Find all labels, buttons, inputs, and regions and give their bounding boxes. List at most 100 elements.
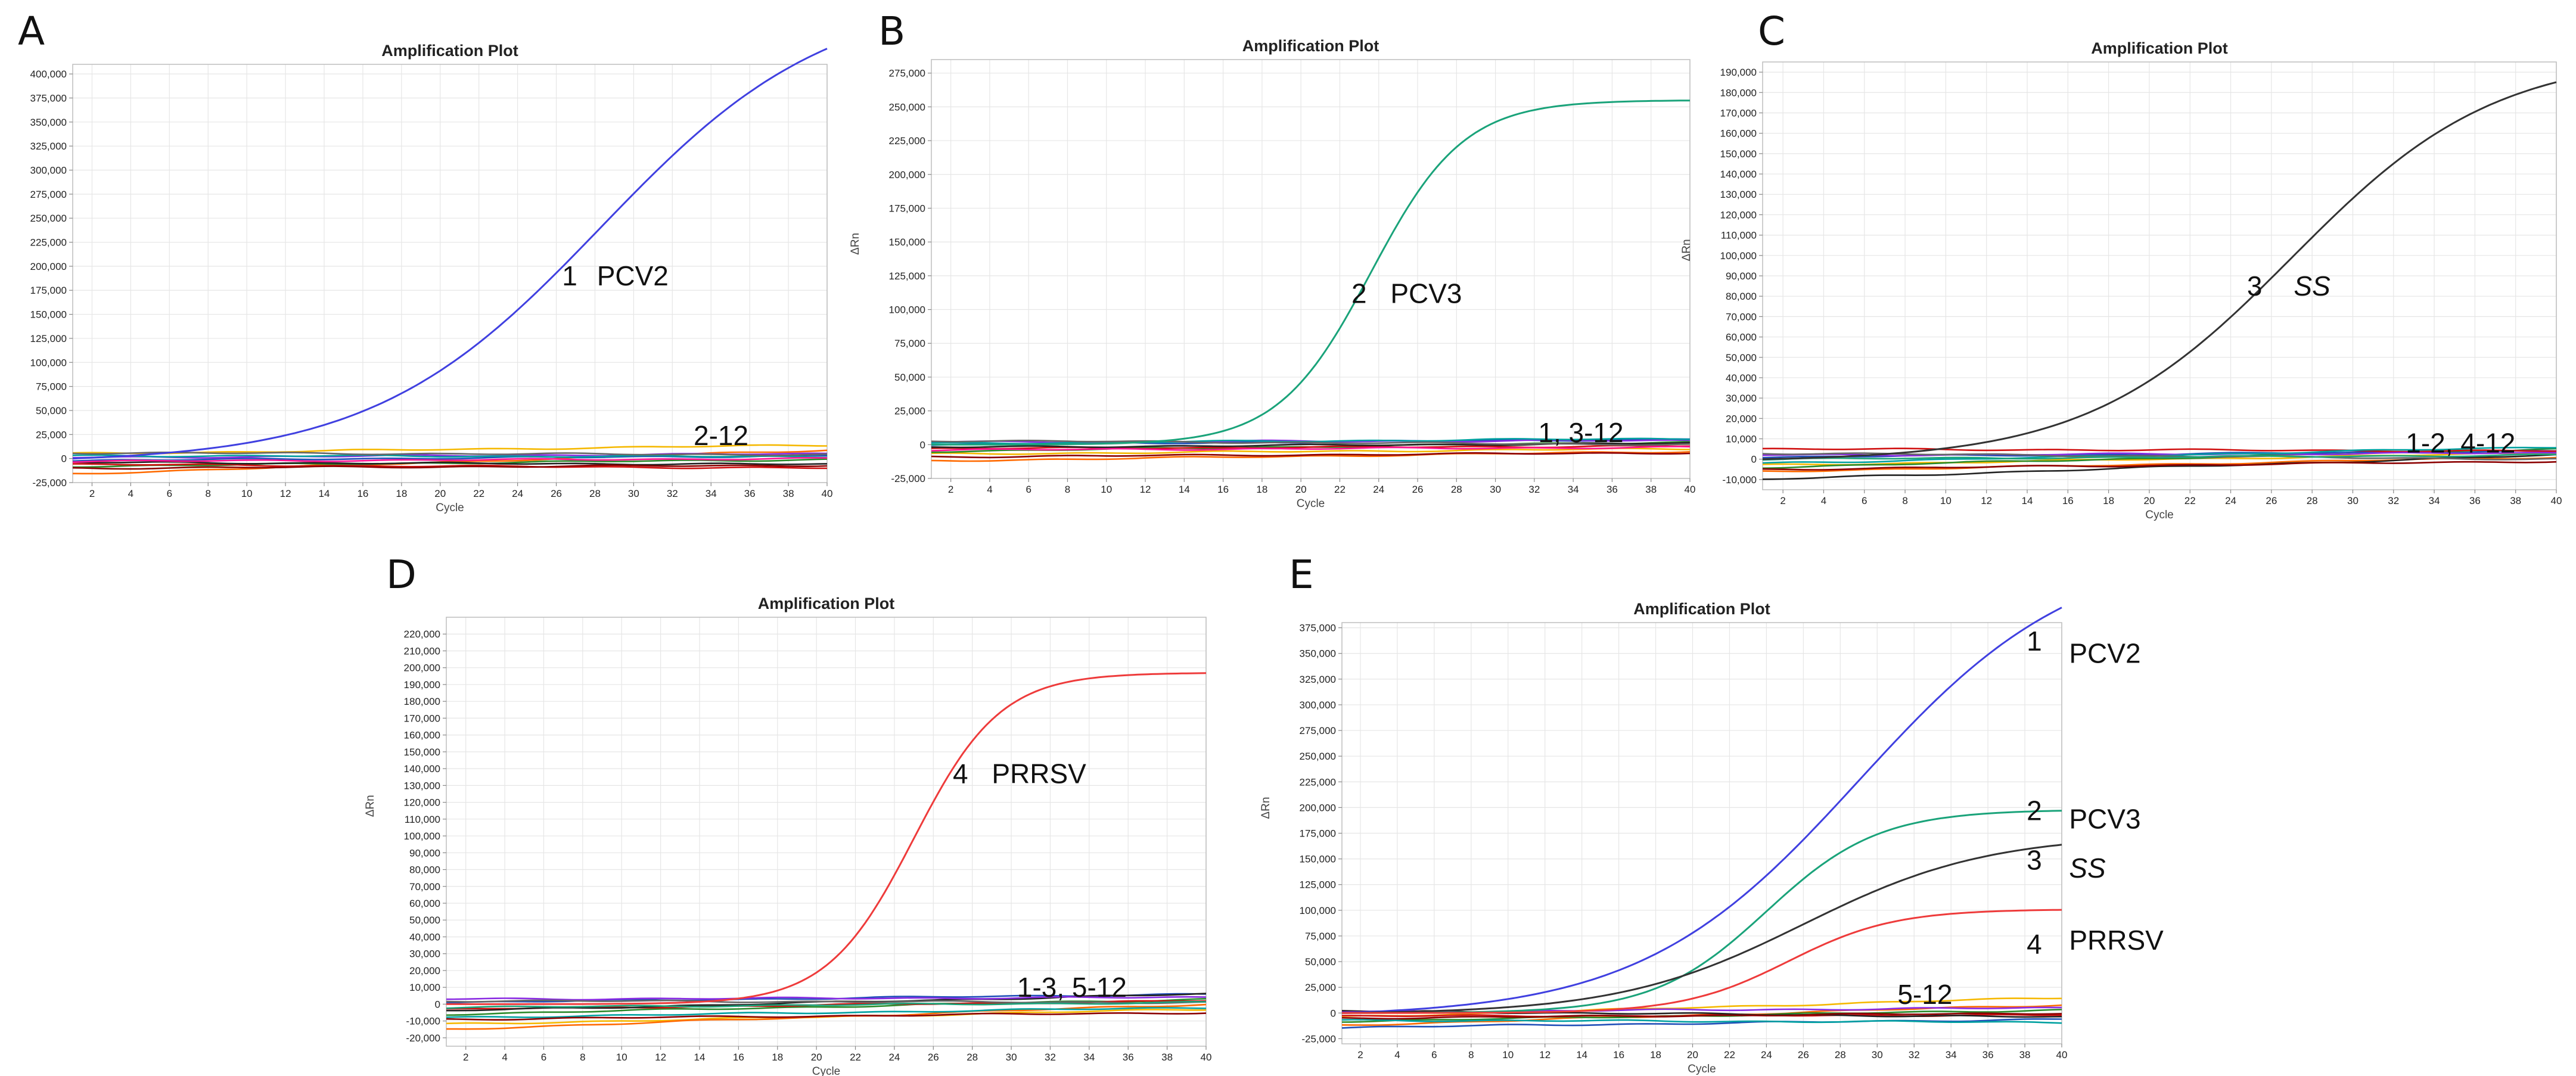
series-line-1-pcv2 bbox=[1341, 607, 2062, 1014]
annotation-label: 3 bbox=[2027, 844, 2042, 875]
y-tick-label: 10,000 bbox=[409, 982, 440, 993]
x-tick-label: 32 bbox=[2388, 495, 2399, 506]
x-tick-label: 12 bbox=[655, 1052, 666, 1063]
y-tick-label: 40,000 bbox=[409, 931, 440, 943]
y-tick-label: 300,000 bbox=[30, 165, 67, 176]
series-line-negative bbox=[72, 454, 828, 459]
x-tick-label: 36 bbox=[1983, 1049, 1994, 1061]
y-tick-label: 100,000 bbox=[1300, 905, 1336, 916]
x-tick-label: 6 bbox=[167, 488, 172, 499]
x-tick-label: 20 bbox=[1687, 1049, 1698, 1061]
x-tick-label: 40 bbox=[2056, 1049, 2068, 1061]
x-tick-label: 30 bbox=[1490, 484, 1501, 495]
y-tick-label: 90,000 bbox=[409, 847, 440, 859]
x-tick-label: 4 bbox=[1821, 495, 1826, 506]
x-axis-label: Cycle bbox=[1297, 497, 1325, 510]
y-tick-label: 375,000 bbox=[30, 92, 67, 104]
series-line-4-prrsv bbox=[1342, 909, 2062, 1014]
x-tick-label: 36 bbox=[744, 488, 756, 499]
y-tick-label: 70,000 bbox=[409, 881, 440, 892]
x-tick-label: 32 bbox=[1909, 1049, 1920, 1061]
annotation-label: PCV2 bbox=[597, 260, 669, 291]
x-tick-label: 14 bbox=[1576, 1049, 1587, 1061]
y-tick-label: 75,000 bbox=[36, 381, 67, 393]
x-tick-label: 38 bbox=[2510, 495, 2521, 506]
y-tick-label: -25,000 bbox=[891, 473, 925, 484]
x-tick-label: 2 bbox=[89, 488, 95, 499]
series-line-negative bbox=[446, 999, 1207, 1005]
annotation-label: 2 bbox=[2027, 795, 2042, 826]
y-tick-label: 75,000 bbox=[894, 338, 925, 349]
x-tick-label: 28 bbox=[2307, 495, 2318, 506]
x-tick-label: 8 bbox=[1468, 1049, 1474, 1061]
x-tick-label: 4 bbox=[502, 1052, 507, 1063]
y-tick-label: 100,000 bbox=[889, 304, 925, 316]
annotation-label: 1, 3-12 bbox=[1538, 417, 1623, 448]
y-tick-label: 110,000 bbox=[405, 814, 440, 825]
x-tick-label: 10 bbox=[1940, 495, 1952, 506]
y-tick-label: 150,000 bbox=[889, 237, 925, 248]
x-tick-label: 2 bbox=[1357, 1049, 1363, 1061]
x-tick-label: 30 bbox=[1006, 1052, 1017, 1063]
series-line-negative bbox=[1341, 1012, 2062, 1020]
series-line-negative bbox=[72, 461, 828, 466]
annotation-label: PCV3 bbox=[2069, 803, 2140, 834]
y-tick-label: 150,000 bbox=[1720, 148, 1757, 160]
x-tick-label: 12 bbox=[1539, 1049, 1550, 1061]
y-tick-label: 210,000 bbox=[404, 645, 440, 657]
y-tick-label: 190,000 bbox=[1720, 67, 1757, 78]
x-tick-label: 4 bbox=[987, 484, 992, 495]
y-tick-label: 220,000 bbox=[404, 629, 440, 640]
annotation-label: 5-12 bbox=[1897, 979, 1952, 1010]
series-line-4-prrsv bbox=[446, 672, 1207, 1005]
series-line-negative bbox=[446, 1001, 1207, 1009]
series-line-2-pcv3 bbox=[1342, 810, 2062, 1014]
x-tick-label: 8 bbox=[205, 488, 210, 499]
x-tick-label: 38 bbox=[1161, 1052, 1173, 1063]
annotation-label: 3 bbox=[2247, 270, 2263, 301]
x-tick-label: 6 bbox=[1862, 495, 1867, 506]
x-tick-label: 34 bbox=[1083, 1052, 1095, 1063]
y-tick-label: -25,000 bbox=[1301, 1033, 1336, 1044]
series-line-1-pcv2 bbox=[72, 48, 828, 460]
y-tick-label: 20,000 bbox=[409, 965, 440, 977]
x-tick-label: 38 bbox=[2019, 1049, 2031, 1061]
x-tick-label: 40 bbox=[1201, 1052, 1212, 1063]
x-tick-label: 16 bbox=[357, 488, 368, 499]
x-tick-label: 30 bbox=[1872, 1049, 1883, 1061]
y-tick-label: 50,000 bbox=[409, 915, 440, 926]
y-tick-label: 0 bbox=[435, 999, 440, 1010]
x-tick-label: 24 bbox=[1761, 1049, 1772, 1061]
series-line-negative bbox=[931, 451, 1691, 462]
y-tick-label: 175,000 bbox=[30, 285, 67, 296]
x-tick-label: 2 bbox=[1780, 495, 1785, 506]
series-line-negative bbox=[931, 452, 1691, 459]
y-tick-label: 200,000 bbox=[30, 261, 67, 272]
x-tick-label: 14 bbox=[2022, 495, 2033, 506]
y-tick-label: 180,000 bbox=[1720, 87, 1757, 98]
y-tick-label: -25,000 bbox=[32, 477, 67, 489]
x-tick-label: 22 bbox=[850, 1052, 861, 1063]
plot-frame bbox=[72, 64, 828, 483]
x-tick-label: 16 bbox=[1217, 484, 1229, 495]
y-tick-label: 30,000 bbox=[1726, 393, 1757, 404]
panel-label-a: A bbox=[18, 8, 45, 54]
panel-label-e: E bbox=[1289, 552, 1314, 598]
y-axis-label: ΔRn bbox=[1680, 239, 1693, 261]
y-tick-label: 140,000 bbox=[1720, 169, 1757, 180]
x-tick-label: 20 bbox=[811, 1052, 822, 1063]
x-tick-label: 8 bbox=[580, 1052, 585, 1063]
series-line-negative bbox=[72, 456, 828, 463]
x-tick-label: 26 bbox=[2266, 495, 2277, 506]
x-tick-label: 26 bbox=[928, 1052, 939, 1063]
annotation-label: 1 bbox=[2027, 626, 2042, 657]
series-line-negative bbox=[1762, 447, 2556, 453]
x-tick-label: 20 bbox=[434, 488, 446, 499]
series-line-negative bbox=[931, 440, 1691, 446]
y-tick-label: 250,000 bbox=[30, 213, 67, 224]
series-line-negative bbox=[931, 437, 1691, 444]
x-tick-label: 10 bbox=[616, 1052, 627, 1063]
y-tick-label: 140,000 bbox=[404, 763, 440, 775]
chart-title: Amplification Plot bbox=[2091, 39, 2228, 57]
